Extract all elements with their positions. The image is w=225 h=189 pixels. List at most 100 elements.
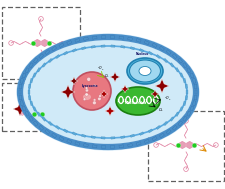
Bar — [51, 133, 56, 138]
Bar — [33, 73, 36, 77]
Bar — [175, 112, 178, 116]
Bar — [110, 146, 114, 148]
Polygon shape — [120, 85, 128, 93]
Bar — [101, 146, 105, 148]
Bar — [22, 106, 26, 111]
Bar — [101, 36, 105, 38]
Bar — [33, 58, 38, 63]
Bar — [19, 84, 22, 89]
Bar — [59, 43, 64, 48]
Bar — [42, 117, 46, 121]
Bar — [110, 137, 115, 139]
Bar — [182, 63, 186, 68]
Bar — [186, 68, 190, 73]
Bar — [120, 136, 124, 139]
Bar — [92, 36, 97, 39]
Bar — [182, 116, 186, 121]
Polygon shape — [178, 141, 185, 149]
Bar — [194, 90, 196, 94]
Ellipse shape — [138, 67, 150, 75]
Polygon shape — [13, 102, 27, 116]
Bar — [127, 143, 132, 147]
Bar — [169, 117, 173, 121]
Bar — [177, 121, 182, 126]
Bar — [144, 139, 149, 143]
Ellipse shape — [115, 87, 159, 115]
Text: Mitochondria: Mitochondria — [124, 101, 147, 105]
Bar — [172, 125, 176, 130]
Bar — [110, 36, 114, 38]
Bar — [184, 96, 187, 100]
Bar — [101, 45, 105, 47]
Bar — [177, 58, 182, 63]
Bar — [193, 84, 196, 89]
Bar — [48, 58, 52, 63]
Bar — [118, 145, 123, 148]
Circle shape — [73, 72, 110, 110]
Bar — [30, 78, 33, 83]
Bar — [37, 67, 40, 72]
Bar — [135, 142, 140, 146]
Bar — [48, 121, 52, 126]
Bar — [19, 95, 22, 100]
Bar — [45, 129, 50, 134]
Bar — [91, 136, 95, 139]
Polygon shape — [34, 39, 40, 47]
Text: $^1O_2$: $^1O_2$ — [97, 64, 104, 73]
Bar — [2, 83, 54, 131]
Text: $^1O_2$: $^1O_2$ — [163, 94, 171, 103]
Text: Nucleus: Nucleus — [135, 52, 148, 56]
Bar — [72, 132, 76, 136]
Polygon shape — [105, 106, 115, 116]
Polygon shape — [41, 39, 48, 47]
Bar — [25, 68, 29, 73]
Polygon shape — [110, 72, 119, 82]
Bar — [72, 49, 76, 52]
Polygon shape — [38, 112, 41, 116]
Bar — [139, 49, 143, 52]
Bar — [182, 101, 185, 106]
Circle shape — [98, 95, 101, 97]
Bar — [118, 36, 123, 39]
Bar — [81, 46, 86, 50]
Bar — [182, 78, 185, 83]
Bar — [81, 134, 86, 137]
Bar — [22, 73, 26, 78]
Bar — [139, 132, 143, 136]
Bar — [51, 46, 56, 51]
Bar — [192, 78, 195, 83]
Ellipse shape — [83, 94, 91, 100]
Bar — [45, 50, 50, 55]
Bar — [155, 125, 160, 130]
Bar — [135, 39, 140, 42]
Circle shape — [85, 89, 88, 92]
Bar — [144, 40, 149, 45]
Bar — [120, 45, 124, 48]
Ellipse shape — [129, 60, 160, 82]
Bar — [55, 54, 60, 59]
Bar — [63, 51, 68, 55]
Bar — [192, 101, 195, 105]
Bar — [151, 136, 156, 141]
Bar — [169, 63, 173, 67]
Bar — [20, 78, 23, 83]
Circle shape — [85, 93, 88, 96]
Bar — [66, 40, 72, 45]
Bar — [186, 111, 190, 116]
Bar — [185, 90, 187, 94]
Bar — [28, 84, 31, 88]
Bar — [20, 101, 23, 105]
Polygon shape — [150, 90, 158, 98]
Bar — [92, 145, 97, 148]
Bar — [165, 50, 170, 55]
Bar — [184, 84, 187, 88]
Bar — [74, 39, 80, 42]
Bar — [163, 121, 167, 126]
Bar — [29, 116, 33, 121]
Bar — [55, 125, 60, 130]
Bar — [59, 136, 64, 141]
Bar — [163, 58, 167, 63]
Bar — [147, 129, 152, 133]
Polygon shape — [61, 85, 75, 99]
Bar — [30, 101, 33, 106]
